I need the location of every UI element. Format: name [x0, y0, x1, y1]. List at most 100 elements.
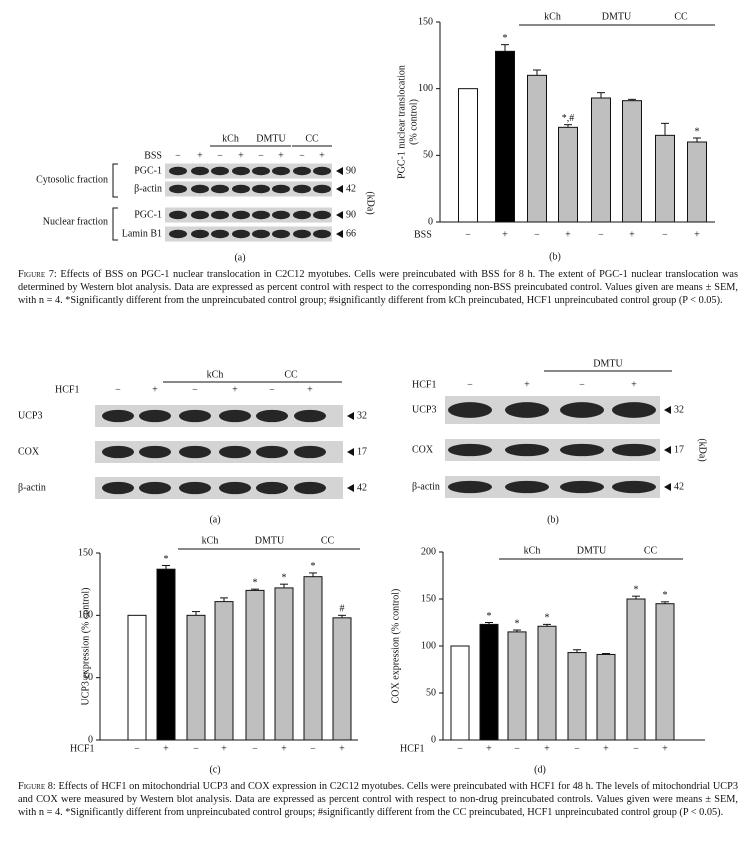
band	[139, 481, 171, 495]
band	[252, 166, 270, 176]
y-tick-label: 50	[423, 150, 433, 161]
annotation: *	[634, 584, 639, 595]
panel-label: (b)	[547, 514, 559, 525]
bar	[450, 645, 470, 741]
blot-strip	[445, 439, 660, 461]
panel-label: (d)	[534, 764, 546, 775]
band	[272, 184, 290, 194]
band	[169, 184, 187, 194]
x-tick-label: −	[310, 743, 316, 754]
arrowhead	[336, 211, 343, 219]
panel-label: (a)	[209, 514, 220, 525]
arrowhead	[347, 448, 354, 456]
band	[560, 443, 604, 457]
panel-label: (a)	[234, 252, 245, 263]
row-label: β-actin	[412, 481, 440, 492]
row-label: PGC-1	[134, 165, 162, 176]
bar	[186, 614, 206, 741]
y-axis-label: PGC-1 nuclear translocation	[396, 65, 407, 179]
bar	[245, 589, 265, 741]
annotation: *	[545, 613, 550, 624]
annotation: *	[487, 611, 492, 622]
group-label: DMTU	[593, 358, 623, 369]
group-label: CC	[321, 535, 335, 546]
fraction-label: Nuclear fraction	[43, 216, 108, 227]
panel-label: (c)	[209, 764, 220, 775]
annotation: *	[503, 33, 508, 44]
row-label: UCP3	[18, 410, 42, 421]
band	[219, 481, 251, 495]
group-label: CC	[284, 369, 298, 380]
row-label: UCP3	[412, 404, 436, 415]
row-label: COX	[412, 444, 434, 455]
treatment-label: HCF1	[55, 384, 79, 395]
bar	[332, 617, 352, 741]
fraction-label: Cytosolic fraction	[36, 174, 108, 185]
x-label: HCF1	[70, 743, 94, 754]
lane-sign: −	[269, 384, 275, 395]
bar	[655, 134, 675, 223]
band	[219, 445, 251, 459]
x-tick-label: +	[629, 229, 635, 240]
band	[612, 480, 656, 494]
x-tick-label: −	[193, 743, 199, 754]
band	[211, 229, 229, 239]
band	[102, 409, 134, 423]
x-tick-label: +	[662, 743, 668, 754]
bar	[507, 631, 527, 741]
band	[191, 229, 209, 239]
group-label: CC	[644, 545, 658, 556]
caption: Figure 7: Effects of BSS on PGC-1 nuclea…	[18, 268, 738, 307]
arrowhead	[664, 446, 671, 454]
x-tick-label: +	[281, 743, 287, 754]
annotation: *	[515, 618, 520, 629]
bar	[479, 623, 499, 741]
arrowhead	[347, 484, 354, 492]
blot-strip	[445, 476, 660, 498]
x-tick-label: +	[163, 743, 169, 754]
y-tick-label: 200	[421, 546, 436, 557]
group-label: DMTU	[577, 545, 607, 556]
band	[179, 409, 211, 423]
band	[232, 210, 250, 220]
band	[139, 409, 171, 423]
bar	[274, 587, 294, 741]
band	[505, 480, 549, 494]
arrowhead	[664, 483, 671, 491]
lane-sign: −	[217, 150, 223, 161]
band	[256, 409, 288, 423]
x-tick-label: −	[534, 229, 540, 240]
group-label: kCh	[544, 11, 561, 22]
lane-sign: +	[197, 150, 203, 161]
y-tick-label: 50	[426, 687, 436, 698]
kda-label: 90	[346, 165, 356, 176]
bar	[127, 614, 147, 741]
x-label: HCF1	[400, 743, 424, 754]
x-tick-label: −	[514, 743, 520, 754]
lane-sign: −	[258, 150, 264, 161]
arrowhead	[347, 412, 354, 420]
annotation: #	[340, 604, 345, 615]
bar	[527, 74, 547, 223]
annotation: *	[311, 561, 316, 572]
caption-label: Figure 7:	[18, 269, 57, 280]
annotation: *	[663, 590, 668, 601]
y-tick-label: 150	[421, 593, 436, 604]
x-label: BSS	[414, 229, 432, 240]
band	[191, 184, 209, 194]
arrowhead	[336, 185, 343, 193]
bar	[303, 576, 323, 741]
band	[505, 402, 549, 418]
band	[293, 184, 311, 194]
unit-label: (kDa)	[697, 438, 708, 461]
y-axis-label: UCP3 expression (% control)	[80, 587, 91, 705]
bar	[567, 652, 587, 741]
lane-sign: −	[579, 379, 585, 390]
y-tick-label: 100	[78, 610, 93, 621]
bracket	[112, 163, 118, 198]
band	[448, 480, 492, 494]
band	[313, 210, 331, 220]
y-tick-label: 100	[418, 83, 433, 94]
